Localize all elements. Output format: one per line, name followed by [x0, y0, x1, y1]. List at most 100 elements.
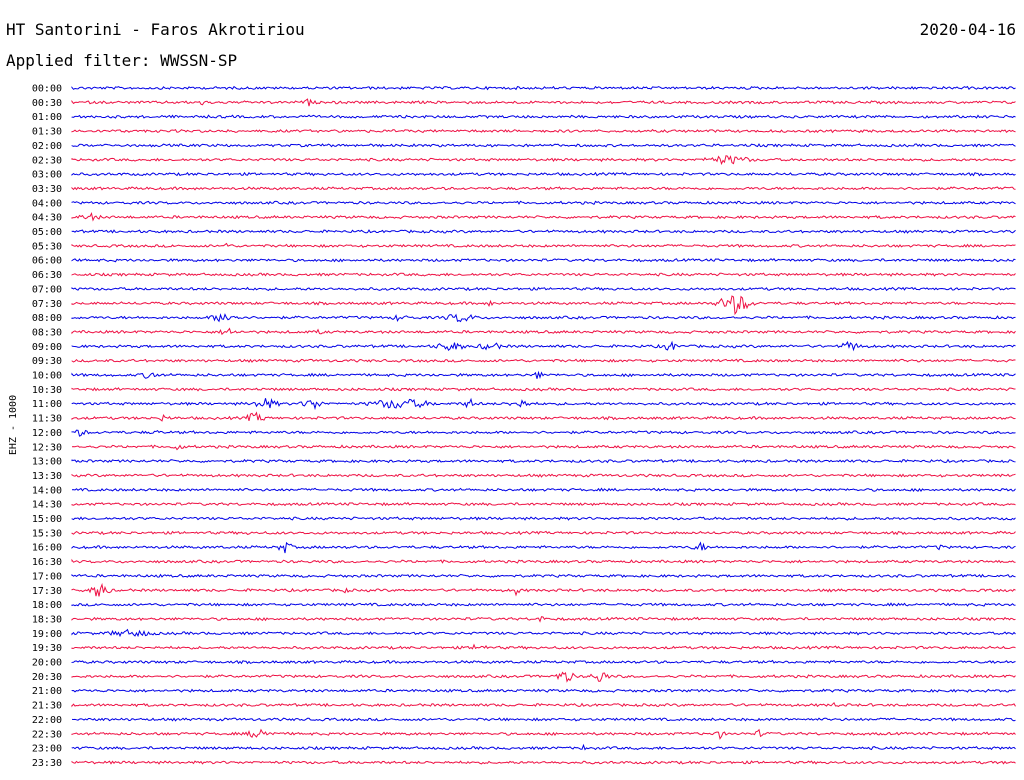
time-tick-label: 00:00	[32, 84, 62, 95]
time-tick-label: 01:00	[32, 112, 62, 123]
trace-line	[71, 743, 1016, 751]
trace-line	[71, 628, 1016, 638]
time-tick-label: 19:00	[32, 629, 62, 640]
time-tick-label: 02:00	[32, 141, 62, 152]
date-label: 2020-04-16	[919, 20, 1016, 39]
trace-line	[71, 186, 1016, 191]
time-tick-label: 05:30	[32, 241, 62, 252]
trace-line	[71, 516, 1016, 521]
trace-line	[71, 671, 1016, 683]
trace-line	[71, 659, 1016, 665]
time-tick-label: 17:30	[32, 586, 62, 597]
trace-line	[71, 85, 1016, 91]
time-tick-label: 14:30	[32, 500, 62, 511]
time-tick-label: 05:00	[32, 227, 62, 238]
trace-line	[71, 358, 1016, 363]
trace-line	[71, 295, 1016, 316]
time-tick-label: 11:00	[32, 399, 62, 410]
trace-line	[71, 760, 1016, 765]
trace-line	[71, 701, 1016, 708]
trace-line	[71, 155, 1016, 166]
trace-line	[71, 541, 1016, 554]
trace-line	[71, 643, 1016, 650]
trace-line	[71, 286, 1016, 292]
time-tick-label: 14:00	[32, 485, 62, 496]
time-tick-label: 11:30	[32, 414, 62, 425]
trace-line	[71, 114, 1016, 119]
time-tick-label: 07:30	[32, 299, 62, 310]
trace-line	[71, 616, 1016, 623]
y-axis-label: EHZ - 1000	[8, 395, 19, 455]
trace-line	[71, 473, 1016, 478]
time-tick-label: 12:00	[32, 428, 62, 439]
trace-line	[71, 212, 1016, 222]
time-tick-label: 18:00	[32, 600, 62, 611]
station-title: HT Santorini - Faros Akrotiriou	[6, 20, 305, 39]
time-tick-label: 10:00	[32, 371, 62, 382]
time-tick-label: 06:30	[32, 270, 62, 281]
time-tick-label: 06:00	[32, 256, 62, 267]
time-tick-label: 20:30	[32, 672, 62, 683]
time-tick-label: 08:30	[32, 327, 62, 338]
time-tick-label: 01:30	[32, 127, 62, 138]
time-tick-label: 19:30	[32, 643, 62, 654]
trace-line	[71, 728, 1016, 740]
time-tick-label: 23:30	[32, 758, 62, 769]
time-tick-label: 22:00	[32, 715, 62, 726]
trace-line	[71, 387, 1016, 392]
time-tick-label: 18:30	[32, 614, 62, 625]
trace-line	[71, 313, 1016, 323]
trace-line	[71, 258, 1016, 263]
trace-line	[71, 573, 1016, 579]
traces-group: 00:00 00:30 01:00 01:30 02:00 02:30 03:00 03:30…	[32, 84, 1016, 769]
trace-line	[71, 530, 1016, 536]
trace-line	[71, 327, 1016, 336]
time-tick-label: 16:30	[32, 557, 62, 568]
trace-line	[71, 370, 1016, 379]
time-tick-label: 12:30	[32, 442, 62, 453]
trace-line	[71, 171, 1016, 177]
trace-line	[71, 602, 1016, 607]
time-tick-label: 04:30	[32, 213, 62, 224]
time-tick-label: 21:00	[32, 686, 62, 697]
trace-line	[71, 229, 1016, 234]
time-tick-label: 17:00	[32, 571, 62, 582]
trace-line	[71, 688, 1016, 693]
trace-line	[71, 143, 1016, 148]
time-tick-label: 04:00	[32, 198, 62, 209]
time-tick-label: 09:00	[32, 342, 62, 353]
trace-line	[71, 200, 1016, 205]
trace-line	[71, 501, 1016, 507]
trace-line	[71, 340, 1016, 352]
time-tick-label: 09:30	[32, 356, 62, 367]
time-tick-label: 13:00	[32, 457, 62, 468]
trace-line	[71, 128, 1016, 134]
time-tick-label: 22:30	[32, 729, 62, 740]
trace-line	[71, 242, 1016, 249]
time-tick-label: 07:00	[32, 284, 62, 295]
trace-line	[71, 397, 1016, 411]
time-tick-label: 21:30	[32, 701, 62, 712]
time-tick-label: 00:30	[32, 98, 62, 109]
trace-line	[71, 717, 1016, 722]
time-tick-label: 03:00	[32, 170, 62, 181]
time-tick-label: 13:30	[32, 471, 62, 482]
time-tick-label: 02:30	[32, 155, 62, 166]
trace-line	[71, 272, 1016, 277]
time-tick-label: 15:30	[32, 528, 62, 539]
time-tick-label: 23:00	[32, 744, 62, 755]
trace-line	[71, 558, 1016, 564]
time-tick-label: 03:30	[32, 184, 62, 195]
time-tick-label: 16:00	[32, 543, 62, 554]
trace-line	[71, 444, 1016, 451]
time-tick-label: 08:00	[32, 313, 62, 324]
trace-line	[71, 411, 1016, 422]
filter-label: Applied filter: WWSSN-SP	[6, 51, 238, 70]
trace-line	[71, 582, 1016, 597]
trace-line	[71, 458, 1016, 464]
trace-line	[71, 487, 1016, 492]
time-tick-label: 10:30	[32, 385, 62, 396]
trace-line	[71, 98, 1016, 107]
time-tick-label: 15:00	[32, 514, 62, 525]
